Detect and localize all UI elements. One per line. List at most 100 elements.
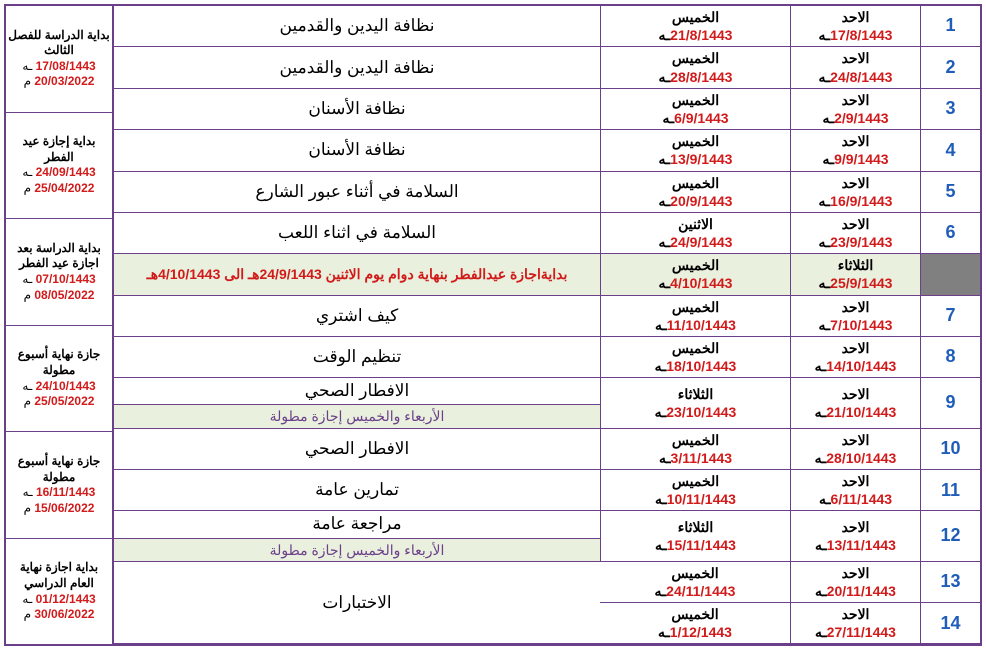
subject-cell: مراجعة عامة الأربعاء والخميس إجازة مطولة bbox=[114, 511, 600, 560]
day-label: الاحد bbox=[842, 49, 870, 67]
day-label: الاحد bbox=[842, 91, 870, 109]
date-label: 14/10/1443ـه bbox=[815, 357, 897, 375]
side-hijri: 24/10/1443 bbox=[36, 379, 96, 393]
table-row: 10 الاحد 28/10/1443ـه الخميس 3/11/1443ـه… bbox=[114, 429, 980, 470]
date-cell: الخميس 21/8/1443ـه bbox=[600, 6, 790, 46]
date-label: 11/10/1443ـه bbox=[655, 316, 736, 334]
date-cell: الخميس 1/12/1443ـه bbox=[600, 603, 790, 643]
date-cell: الخميس 18/10/1443ـه bbox=[600, 337, 790, 377]
date-label: 20/9/1443ـه bbox=[659, 192, 733, 210]
day-label: الخميس bbox=[672, 132, 719, 150]
table-row: 13 الاحد 20/11/1443ـه الخميس 24/11/1443ـ… bbox=[600, 562, 980, 603]
holiday-note: الأربعاء والخميس إجازة مطولة bbox=[114, 404, 600, 427]
row-number: 7 bbox=[920, 296, 980, 336]
row-number: 4 bbox=[920, 130, 980, 170]
exam-group: 13 الاحد 20/11/1443ـه الخميس 24/11/1443ـ… bbox=[114, 562, 980, 645]
side-greg: 25/05/2022 bbox=[34, 394, 94, 408]
date-cell: الخميس 10/11/1443ـه bbox=[600, 470, 790, 510]
subject-cell: السلامة في أثناء عبور الشارع bbox=[114, 172, 600, 212]
date-cell: الخميس 3/11/1443ـه bbox=[600, 429, 790, 469]
side-event: بداية إجازة عيد الفطر 24/09/1443 ـه 25/0… bbox=[6, 113, 112, 220]
day-label: الخميس bbox=[672, 339, 719, 357]
date-label: 13/9/1443ـه bbox=[659, 150, 733, 168]
subject-cell: السلامة في اثناء اللعب bbox=[114, 213, 600, 253]
day-label: الاحد bbox=[842, 174, 870, 192]
subject-cell: الافطار الصحي bbox=[114, 429, 600, 469]
date-label: 28/10/1443ـه bbox=[815, 449, 897, 467]
date-cell: الاحد 6/11/1443ـه bbox=[790, 470, 920, 510]
subject-cell: نظافة اليدين والقدمين bbox=[114, 47, 600, 87]
date-cell: الاحد 20/11/1443ـه bbox=[790, 562, 920, 602]
date-cell: الاحد 23/9/1443ـه bbox=[790, 213, 920, 253]
table-row: 11 الاحد 6/11/1443ـه الخميس 10/11/1443ـه… bbox=[114, 470, 980, 511]
subject-text: مراجعة عامة bbox=[114, 511, 600, 537]
day-label: الاحد bbox=[842, 298, 870, 316]
side-greg: 20/03/2022 bbox=[34, 74, 94, 88]
date-label: 20/11/1443ـه bbox=[815, 582, 896, 600]
holiday-row: الثلاثاء 25/9/1443ـه الخميس 4/10/1443ـه … bbox=[114, 254, 980, 295]
date-label: 25/9/1443ـه bbox=[819, 274, 893, 292]
date-label: 28/8/1443ـه bbox=[659, 68, 733, 86]
date-label: 17/8/1443ـه bbox=[819, 26, 893, 44]
date-cell: الخميس 6/9/1443ـه bbox=[600, 89, 790, 129]
date-cell: الخميس 11/10/1443ـه bbox=[600, 296, 790, 336]
day-label: الخميس bbox=[672, 174, 719, 192]
date-label: 15/11/1443ـه bbox=[655, 536, 736, 554]
day-label: الخميس bbox=[672, 91, 719, 109]
date-label: 2/9/1443ـه bbox=[822, 109, 888, 127]
row-number: 12 bbox=[920, 511, 980, 560]
date-label: 24/11/1443ـه bbox=[655, 582, 736, 600]
date-cell: الاحد 21/10/1443ـه bbox=[790, 378, 920, 427]
date-label: 6/9/1443ـه bbox=[662, 109, 728, 127]
subject-cell: نظافة الأسنان bbox=[114, 130, 600, 170]
date-cell: الخميس 4/10/1443ـه bbox=[600, 254, 790, 294]
table-row: 12 الاحد 13/11/1443ـه الثلاثاء 15/11/144… bbox=[114, 511, 980, 561]
exam-label: الاختبارات bbox=[114, 562, 600, 644]
holiday-note: الأربعاء والخميس إجازة مطولة bbox=[114, 538, 600, 561]
side-event: جازة نهاية أسبوع مطولة 16/11/1443 ـه 15/… bbox=[6, 432, 112, 539]
side-greg: 30/06/2022 bbox=[34, 607, 94, 621]
table-row: 5 الاحد 16/9/1443ـه الخميس 20/9/1443ـه ا… bbox=[114, 172, 980, 213]
subject-cell: تمارين عامة bbox=[114, 470, 600, 510]
date-label: 23/9/1443ـه bbox=[819, 233, 893, 251]
side-greg: 25/04/2022 bbox=[34, 181, 94, 195]
date-cell: الخميس 20/9/1443ـه bbox=[600, 172, 790, 212]
row-number: 11 bbox=[920, 470, 980, 510]
side-event: بداية الدراسة بعد اجازة عيد الفطر 07/10/… bbox=[6, 219, 112, 326]
date-label: 10/11/1443ـه bbox=[655, 490, 736, 508]
day-label: الاحد bbox=[842, 605, 870, 623]
side-column: بداية الدراسة للفصل الثالث 17/08/1443 ـه… bbox=[6, 6, 114, 644]
row-number: 2 bbox=[920, 47, 980, 87]
date-label: 18/10/1443ـه bbox=[655, 357, 737, 375]
table-row: 14 الاحد 27/11/1443ـه الخميس 1/12/1443ـه bbox=[600, 603, 980, 643]
side-title: بداية إجازة عيد الفطر bbox=[8, 134, 110, 165]
table-row: 4 الاحد 9/9/1443ـه الخميس 13/9/1443ـه نظ… bbox=[114, 130, 980, 171]
side-title: جازة نهاية أسبوع مطولة bbox=[8, 347, 110, 378]
date-label: 21/10/1443ـه bbox=[815, 403, 897, 421]
side-event: جازة نهاية أسبوع مطولة 24/10/1443 ـه 25/… bbox=[6, 326, 112, 433]
date-cell: الخميس 28/8/1443ـه bbox=[600, 47, 790, 87]
date-label: 21/8/1443ـه bbox=[659, 26, 733, 44]
side-event: بداية اجازة نهاية العام الدراسي 01/12/14… bbox=[6, 539, 112, 645]
date-cell: الخميس 13/9/1443ـه bbox=[600, 130, 790, 170]
subject-cell: الافطار الصحي الأربعاء والخميس إجازة مطو… bbox=[114, 378, 600, 427]
side-hijri: 16/11/1443 bbox=[36, 485, 95, 499]
table-row: 7 الاحد 7/10/1443ـه الخميس 11/10/1443ـه … bbox=[114, 296, 980, 337]
subject-cell: نظافة اليدين والقدمين bbox=[114, 6, 600, 46]
subject-text: الافطار الصحي bbox=[114, 378, 600, 404]
row-number: 9 bbox=[920, 378, 980, 427]
table-row: 9 الاحد 21/10/1443ـه الثلاثاء 23/10/1443… bbox=[114, 378, 980, 428]
row-number: 8 bbox=[920, 337, 980, 377]
date-label: 7/10/1443ـه bbox=[819, 316, 893, 334]
date-label: 1/12/1443ـه bbox=[658, 623, 732, 641]
side-greg: 15/06/2022 bbox=[34, 501, 94, 515]
day-label: الاحد bbox=[842, 339, 870, 357]
side-hijri: 17/08/1443 bbox=[36, 59, 96, 73]
schedule-wrapper: 1 الاحد 17/8/1443ـه الخميس 21/8/1443ـه ن… bbox=[4, 4, 982, 646]
row-number: 1 bbox=[920, 6, 980, 46]
day-label: الثلاثاء bbox=[678, 518, 713, 536]
row-number-blank bbox=[920, 254, 980, 294]
date-cell: الاحد 16/9/1443ـه bbox=[790, 172, 920, 212]
day-label: الخميس bbox=[672, 256, 719, 274]
date-cell: الاحد 9/9/1443ـه bbox=[790, 130, 920, 170]
